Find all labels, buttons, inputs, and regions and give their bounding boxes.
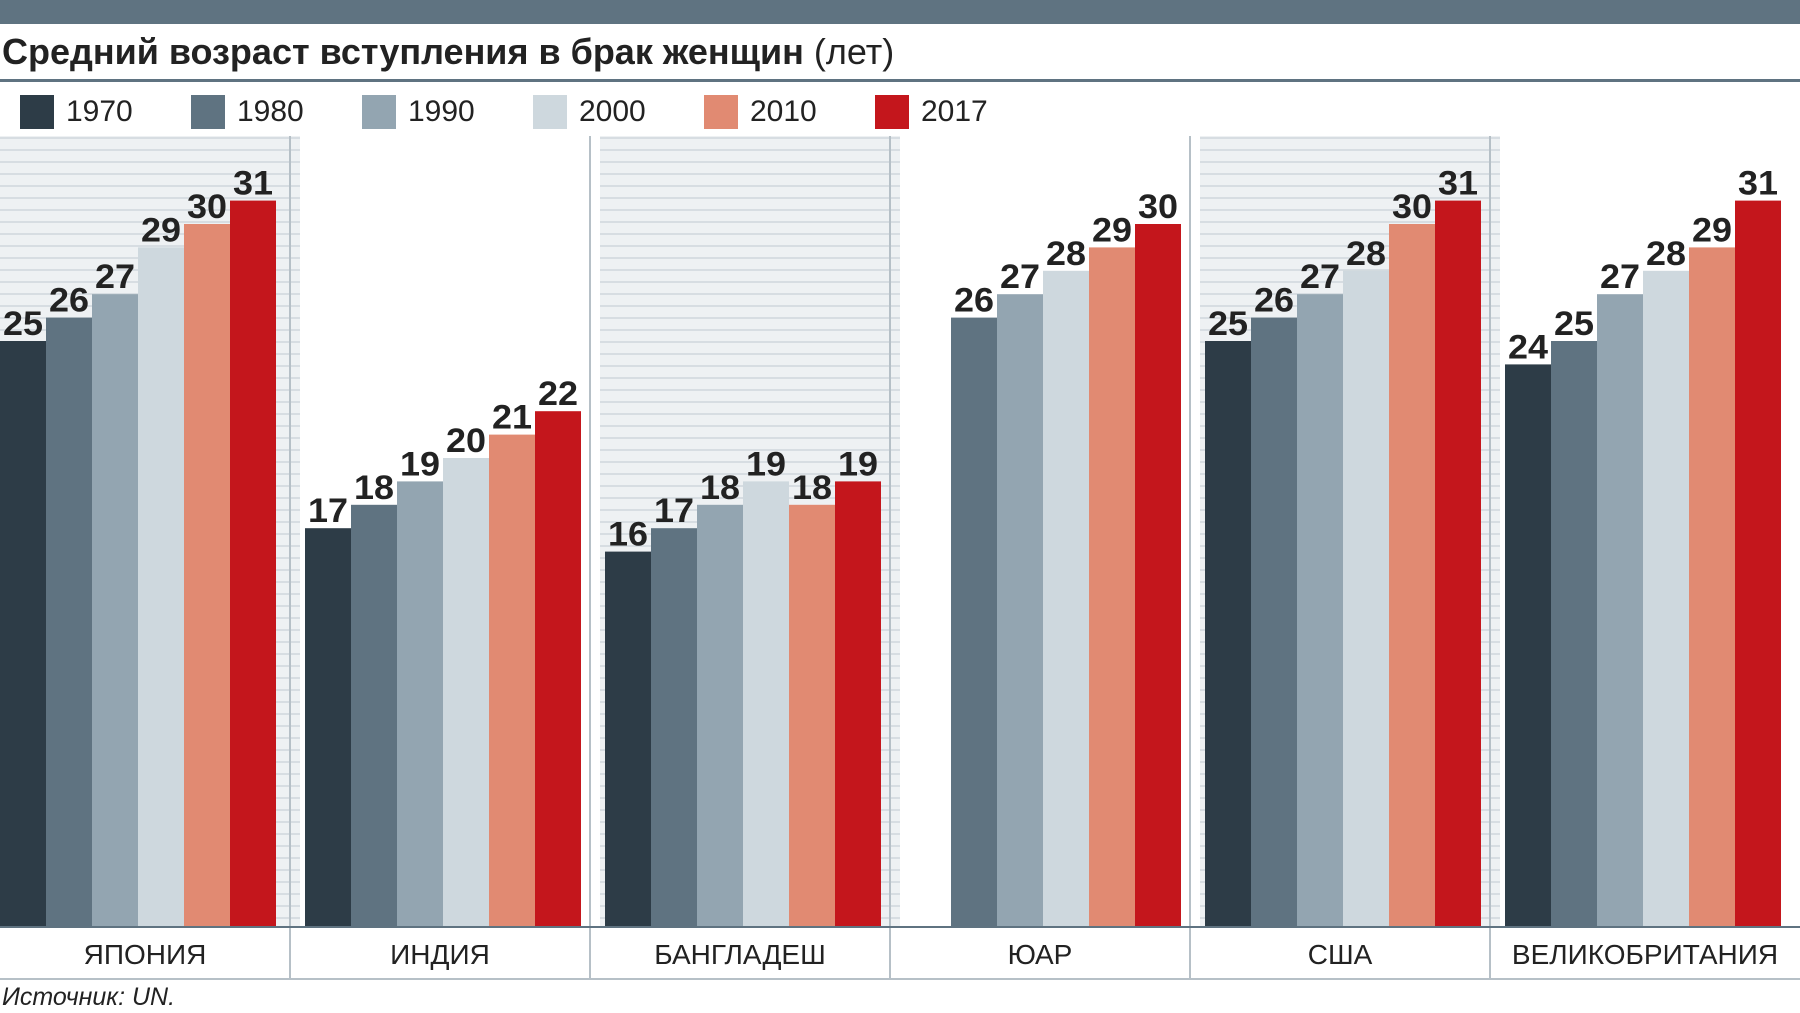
value-label: 28 <box>1346 235 1386 273</box>
value-label: 18 <box>700 469 740 507</box>
legend-swatch <box>704 95 738 129</box>
bar-ВЕЛИКОБРИТАНИЯ-2000 <box>1643 270 1689 926</box>
bar-ЯПОНИЯ-2010 <box>184 224 230 926</box>
bar-ВЕЛИКОБРИТАНИЯ-1970 <box>1505 364 1551 926</box>
bar-ЮАР-1980 <box>951 317 997 927</box>
value-label: 16 <box>608 516 648 554</box>
value-label: 19 <box>838 445 878 483</box>
chart-title-unit: (лет) <box>813 31 895 72</box>
value-label: 25 <box>3 305 43 343</box>
bar-ЮАР-2017 <box>1135 224 1181 926</box>
bar-БАНГЛАДЕШ-2010 <box>789 504 835 926</box>
value-label: 17 <box>654 492 694 530</box>
bar-ЯПОНИЯ-2000 <box>138 247 184 926</box>
category-label-ВЕЛИКОБРИТАНИЯ: ВЕЛИКОБРИТАНИЯ <box>1512 939 1778 970</box>
value-label: 27 <box>1600 258 1640 296</box>
value-label: 24 <box>1508 328 1548 366</box>
value-label: 30 <box>187 188 227 226</box>
bar-ЯПОНИЯ-1970 <box>0 341 46 926</box>
value-label: 17 <box>308 492 348 530</box>
chart-area: 25 26 27 29 30 31 17 18 19 20 21 22 16 17 18 19 18 19 26 27… <box>0 136 1800 980</box>
bar-США-1970 <box>1205 341 1251 926</box>
value-label: 25 <box>1208 305 1248 343</box>
value-label: 20 <box>446 422 486 460</box>
bar-БАНГЛАДЕШ-2017 <box>835 481 881 926</box>
source-note: Источник: UN. <box>2 983 176 1011</box>
bar-США-1980 <box>1251 317 1297 927</box>
value-label: 21 <box>492 399 532 437</box>
value-label: 30 <box>1392 188 1432 226</box>
value-label: 18 <box>354 469 394 507</box>
chart-title-block: Средний возраст вступления в брак женщин… <box>2 30 894 74</box>
bar-ИНДИЯ-2010 <box>489 434 535 926</box>
bar-ВЕЛИКОБРИТАНИЯ-1990 <box>1597 294 1643 926</box>
value-label: 31 <box>1438 165 1478 203</box>
bar-ЯПОНИЯ-1990 <box>92 294 138 926</box>
value-label: 26 <box>49 282 89 320</box>
category-label-ИНДИЯ: ИНДИЯ <box>390 939 490 970</box>
value-label: 30 <box>1138 188 1178 226</box>
bar-США-2000 <box>1343 270 1389 926</box>
bar-ИНДИЯ-2000 <box>443 458 489 926</box>
bar-ЮАР-2010 <box>1089 247 1135 926</box>
bar-ВЕЛИКОБРИТАНИЯ-1980 <box>1551 341 1597 926</box>
bar-ИНДИЯ-2017 <box>535 411 581 926</box>
category-label-ЯПОНИЯ: ЯПОНИЯ <box>84 939 207 970</box>
bar-БАНГЛАДЕШ-2000 <box>743 481 789 926</box>
bar-ИНДИЯ-1990 <box>397 481 443 926</box>
category-label-БАНГЛАДЕШ: БАНГЛАДЕШ <box>654 939 826 970</box>
bar-БАНГЛАДЕШ-1970 <box>605 551 651 926</box>
bar-БАНГЛАДЕШ-1990 <box>697 504 743 926</box>
value-label: 27 <box>1000 258 1040 296</box>
bar-ВЕЛИКОБРИТАНИЯ-2010 <box>1689 247 1735 926</box>
bar-ЯПОНИЯ-2017 <box>230 200 276 927</box>
legend-swatch <box>362 95 396 129</box>
bar-ЯПОНИЯ-1980 <box>46 317 92 927</box>
value-label: 31 <box>233 165 273 203</box>
value-label: 22 <box>538 375 578 413</box>
value-label: 19 <box>400 445 440 483</box>
category-label-ЮАР: ЮАР <box>1008 939 1073 970</box>
value-label: 26 <box>954 282 994 320</box>
value-label: 26 <box>1254 282 1294 320</box>
bar-ИНДИЯ-1980 <box>351 504 397 926</box>
bar-ИНДИЯ-1970 <box>305 528 351 926</box>
legend: 1970 1980 1990 2000 2010 2017 <box>0 88 1800 132</box>
value-label: 25 <box>1554 305 1594 343</box>
title-divider <box>0 79 1800 82</box>
legend-swatch <box>20 95 54 129</box>
value-label: 19 <box>746 445 786 483</box>
value-label: 29 <box>1092 211 1132 249</box>
bar-ЮАР-2000 <box>1043 270 1089 926</box>
value-label: 29 <box>141 211 181 249</box>
value-label: 28 <box>1046 235 1086 273</box>
legend-swatch <box>533 95 567 129</box>
legend-label: 2017 <box>921 95 988 128</box>
legend-label: 1970 <box>66 95 133 128</box>
value-label: 28 <box>1646 235 1686 273</box>
bar-США-2017 <box>1435 200 1481 927</box>
category-label-США: США <box>1308 939 1373 970</box>
bar-chart: 2526272930311718192021221617181918192627… <box>0 136 1800 980</box>
bar-США-2010 <box>1389 224 1435 926</box>
bar-США-1990 <box>1297 294 1343 926</box>
bar-ВЕЛИКОБРИТАНИЯ-2017 <box>1735 200 1781 927</box>
top-color-bar <box>0 0 1800 24</box>
legend-label: 2010 <box>750 95 817 128</box>
value-label: 31 <box>1738 165 1778 203</box>
legend-swatch <box>875 95 909 129</box>
value-label: 27 <box>1300 258 1340 296</box>
bar-БАНГЛАДЕШ-1980 <box>651 528 697 926</box>
bar-ЮАР-1990 <box>997 294 1043 926</box>
value-label: 18 <box>792 469 832 507</box>
legend-label: 1990 <box>408 95 475 128</box>
legend-label: 2000 <box>579 95 646 128</box>
legend-label: 1980 <box>237 95 304 128</box>
value-label: 27 <box>95 258 135 296</box>
chart-title: Средний возраст вступления в брак женщин <box>2 31 804 72</box>
legend-swatch <box>191 95 225 129</box>
value-label: 29 <box>1692 211 1732 249</box>
